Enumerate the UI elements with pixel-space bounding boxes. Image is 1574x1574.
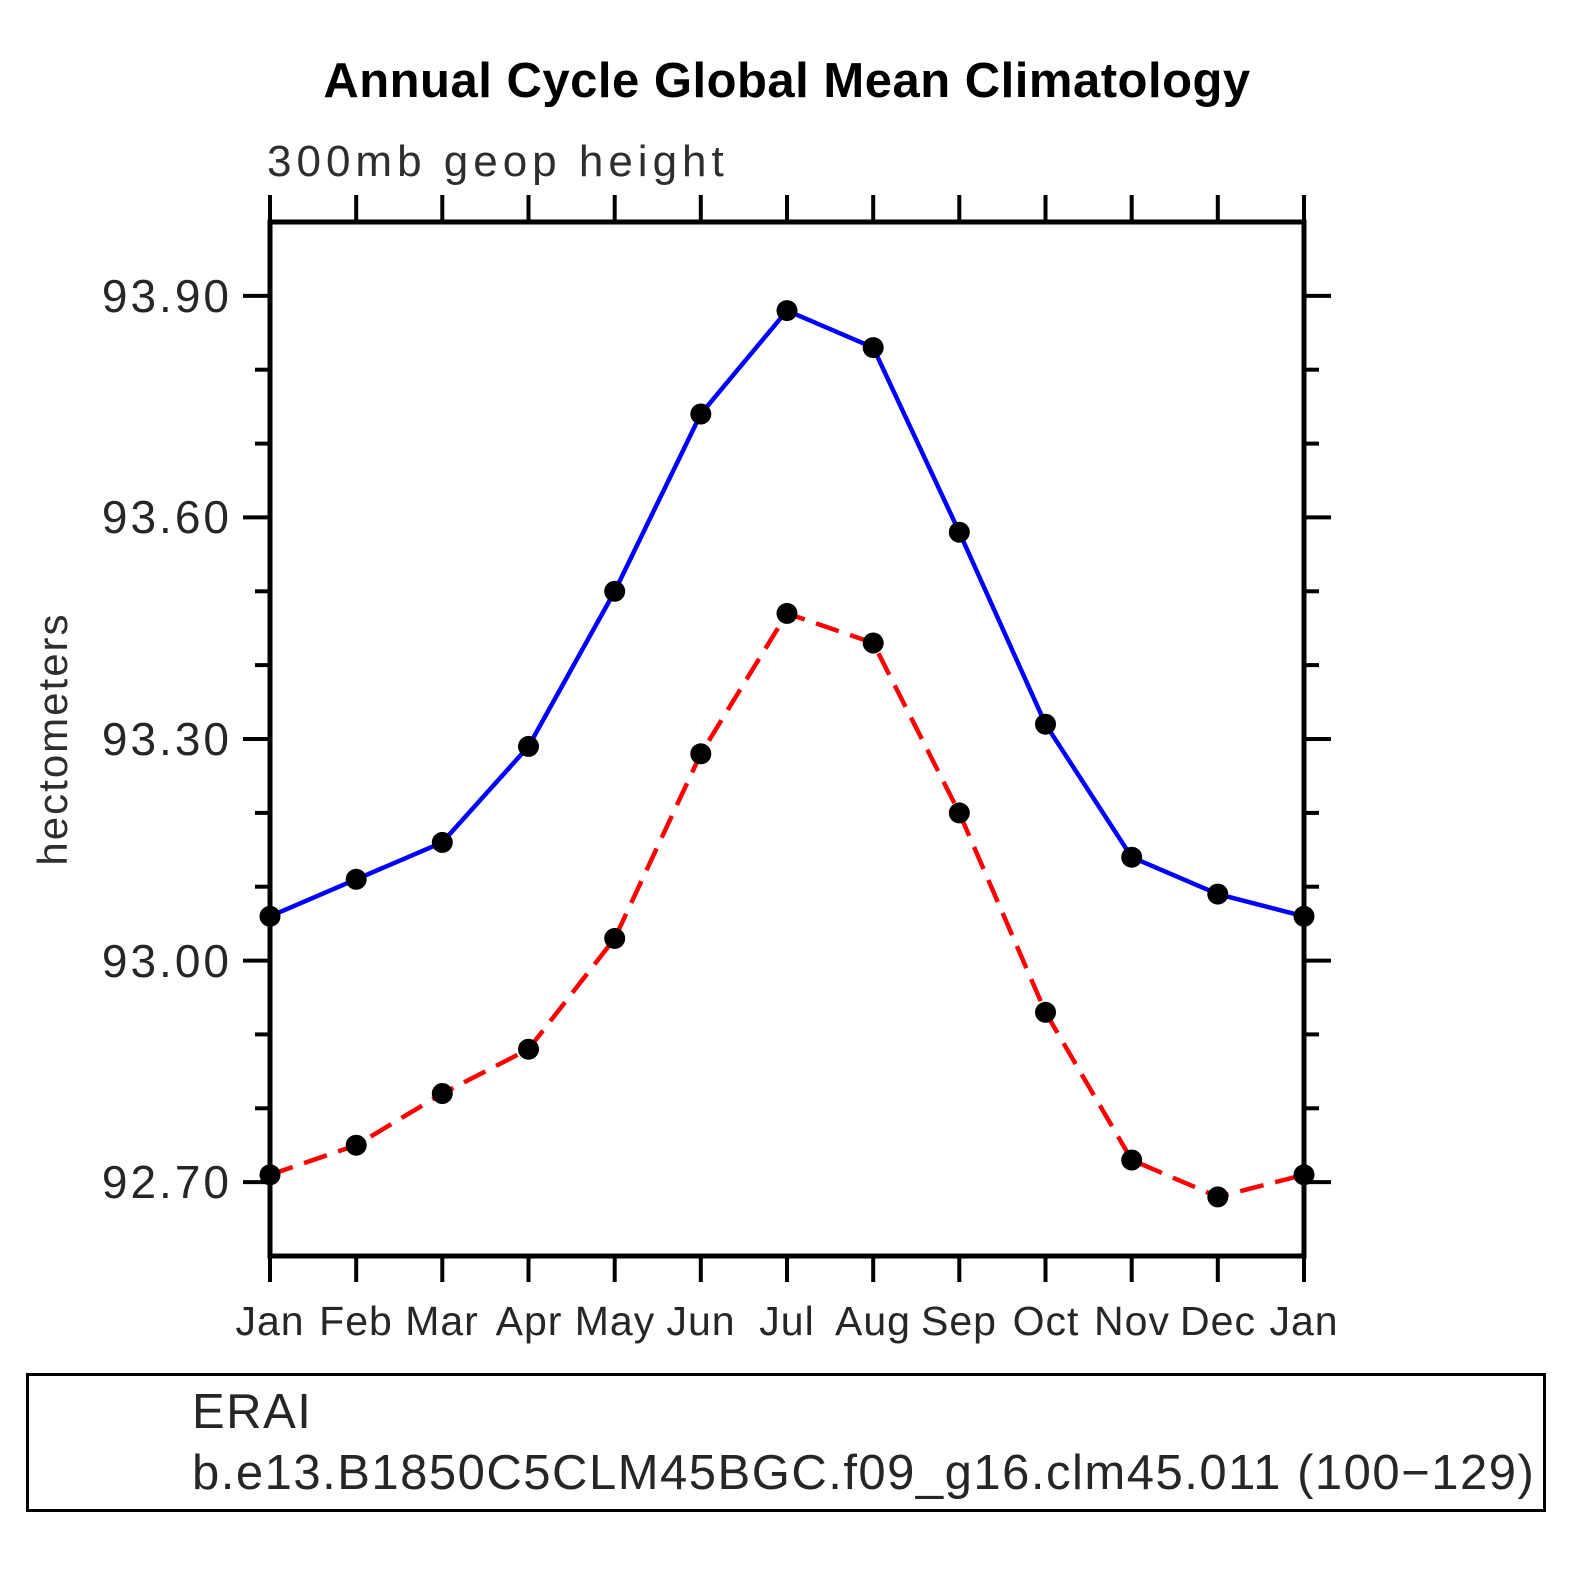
data-point-series-1 bbox=[1207, 1186, 1229, 1208]
data-point-series-1 bbox=[431, 1083, 453, 1104]
x-tick-label: Apr bbox=[495, 1298, 563, 1344]
data-point-series-0 bbox=[862, 337, 884, 359]
chart-title: Annual Cycle Global Mean Climatology bbox=[323, 54, 1251, 108]
data-point-series-0 bbox=[431, 831, 453, 853]
data-point-series-1 bbox=[862, 632, 884, 654]
data-point-series-1 bbox=[690, 743, 712, 765]
data-point-series-1 bbox=[604, 927, 626, 949]
legend bbox=[26, 1373, 1546, 1512]
data-point-series-0 bbox=[1121, 846, 1143, 868]
data-point-series-0 bbox=[259, 905, 281, 927]
y-tick-label: 93.60 bbox=[101, 491, 232, 543]
x-tick-label: Feb bbox=[319, 1298, 393, 1344]
y-tick-label: 93.30 bbox=[101, 713, 232, 765]
data-point-series-1 bbox=[948, 802, 970, 824]
x-tick-label: Sep bbox=[921, 1298, 997, 1344]
data-point-series-0 bbox=[690, 403, 712, 425]
x-tick-label: Aug bbox=[835, 1298, 911, 1344]
x-tick-label: Mar bbox=[405, 1298, 479, 1344]
x-tick-label: Oct bbox=[1012, 1298, 1080, 1344]
data-point-series-0 bbox=[1207, 883, 1229, 905]
data-point-series-1 bbox=[259, 1164, 281, 1186]
x-tick-label: May bbox=[574, 1298, 656, 1344]
x-tick-label: Jan bbox=[235, 1298, 305, 1344]
data-point-series-0 bbox=[345, 868, 367, 890]
legend-label-model-run: b.e13.B1850C5CLM45BGC.f09_g16.clm45.011 … bbox=[192, 1446, 1536, 1500]
data-point-series-0 bbox=[776, 300, 798, 322]
data-point-series-0 bbox=[1035, 713, 1056, 735]
x-tick-label: Jul bbox=[759, 1298, 815, 1344]
plot-frame bbox=[267, 219, 1307, 1259]
data-point-series-0 bbox=[948, 521, 970, 543]
data-point-series-1 bbox=[1121, 1149, 1143, 1171]
data-point-series-0 bbox=[1293, 905, 1315, 927]
data-point-series-1 bbox=[776, 602, 798, 624]
legend-label-erai: ERAI bbox=[192, 1385, 313, 1439]
y-tick-label: 93.90 bbox=[101, 270, 232, 322]
chart-subtitle: 300mb geop height bbox=[267, 137, 729, 186]
x-tick-label: Jun bbox=[666, 1298, 736, 1344]
y-tick-label: 93.00 bbox=[101, 935, 232, 987]
series-line-1 bbox=[269, 610, 1305, 1200]
data-point-series-0 bbox=[518, 735, 539, 757]
data-point-series-1 bbox=[518, 1038, 539, 1060]
y-tick-label: 92.70 bbox=[101, 1156, 232, 1208]
data-point-series-0 bbox=[604, 580, 626, 602]
x-tick-label: Nov bbox=[1094, 1298, 1170, 1344]
data-point-series-1 bbox=[1293, 1164, 1315, 1186]
data-point-series-1 bbox=[1035, 1001, 1056, 1023]
x-tick-label: Dec bbox=[1180, 1298, 1256, 1344]
x-tick-label: Jan bbox=[1269, 1298, 1339, 1344]
data-point-series-1 bbox=[345, 1134, 367, 1156]
